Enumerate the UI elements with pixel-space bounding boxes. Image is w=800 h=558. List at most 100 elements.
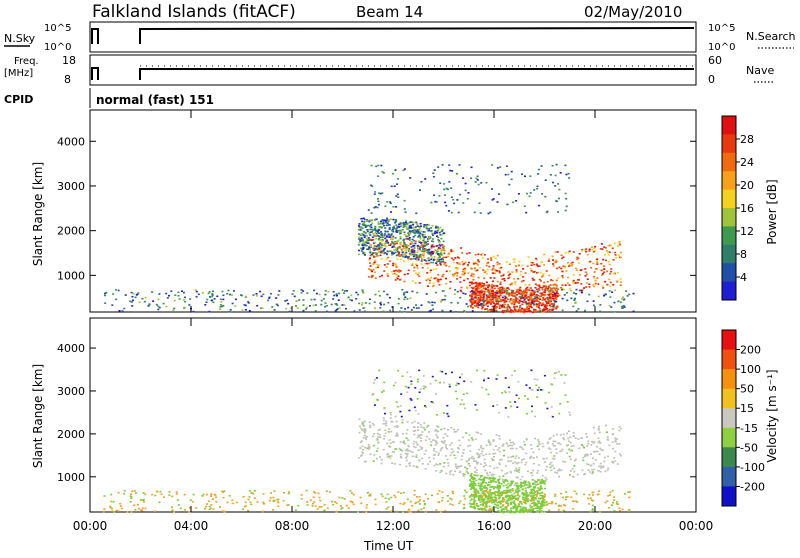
velocity-cell xyxy=(487,494,490,496)
velocity-cell xyxy=(403,502,406,504)
power-cell xyxy=(574,282,577,284)
power-cell xyxy=(360,217,363,220)
velocity-cell xyxy=(454,470,456,472)
velocity-cell xyxy=(497,485,500,488)
velocity-cell xyxy=(361,445,364,448)
velocity-upper-cell xyxy=(459,403,462,406)
power-cell xyxy=(481,303,484,306)
velocity-upper-cell xyxy=(564,394,567,396)
velocity-cell xyxy=(495,434,498,436)
power-cell xyxy=(596,261,599,263)
velocity-cell xyxy=(603,460,606,463)
velocity-cell xyxy=(515,508,518,510)
power-cell xyxy=(416,225,419,227)
velocity-cell xyxy=(606,500,609,502)
power-cell xyxy=(437,241,440,243)
power-cell xyxy=(484,287,487,290)
velocity-cell xyxy=(365,435,368,438)
velocity-cell xyxy=(513,443,516,446)
velocity-cell xyxy=(585,433,588,435)
power-cell xyxy=(368,228,371,231)
power-cell xyxy=(394,221,397,224)
power-cell xyxy=(509,273,512,275)
power-cell xyxy=(567,276,569,279)
velocity-cell xyxy=(390,455,393,457)
power-cell xyxy=(558,266,561,269)
power-cell xyxy=(581,248,584,251)
power-cell xyxy=(397,253,400,255)
power-cell xyxy=(268,296,271,299)
velocity-cell xyxy=(365,510,368,513)
velocity-cell xyxy=(513,484,516,486)
velocity-cell xyxy=(495,506,498,509)
velocity-cell xyxy=(435,442,438,445)
velocity-cell xyxy=(469,488,472,490)
velocity-cell xyxy=(442,442,445,444)
power-cell xyxy=(373,249,376,251)
power-cell xyxy=(435,231,438,233)
power-cell xyxy=(362,251,365,254)
power-cell xyxy=(314,310,317,312)
power-cell xyxy=(423,225,425,228)
velocity-cell xyxy=(318,506,321,508)
velocity-cell xyxy=(525,495,528,498)
power-cell xyxy=(548,308,551,311)
velocity-cell xyxy=(498,494,501,497)
velocity-upper-cell xyxy=(408,409,411,412)
velocity-cell xyxy=(598,440,601,442)
power-cell xyxy=(628,293,631,296)
velocity-upper-cell xyxy=(517,380,520,383)
velocity-cell xyxy=(492,508,494,511)
velocity-cell xyxy=(582,445,585,447)
power-cell xyxy=(400,254,403,257)
power-cell xyxy=(425,244,428,246)
power-cell xyxy=(118,310,121,312)
power-cell xyxy=(496,301,499,304)
velocity-cell xyxy=(532,497,535,500)
power-cell xyxy=(519,309,522,311)
power-cell xyxy=(601,285,604,288)
velocity-cell xyxy=(402,503,405,506)
velocity-cell xyxy=(607,495,610,497)
power-cell xyxy=(385,266,388,268)
power-cell xyxy=(616,272,619,274)
power-cell xyxy=(472,301,475,303)
power-cell xyxy=(394,243,397,245)
power-upper-cell xyxy=(557,211,559,213)
velocity-cell xyxy=(273,490,276,492)
power-cell xyxy=(403,292,405,294)
power-cell xyxy=(431,238,434,240)
power-upper-cell xyxy=(492,198,495,200)
velocity-cell xyxy=(472,457,475,460)
power-upper-cell xyxy=(485,181,488,184)
velocity-cell xyxy=(507,504,510,507)
power-cell xyxy=(465,303,468,305)
velocity-cell xyxy=(489,489,492,491)
power-cell xyxy=(184,300,187,303)
power-cell xyxy=(417,231,420,233)
power-cell xyxy=(388,296,391,299)
velocity-upper-cell xyxy=(399,405,402,407)
velocity-cell xyxy=(130,510,133,513)
velocity-cell xyxy=(600,449,603,451)
velocity-cell xyxy=(576,473,579,476)
velocity-cell xyxy=(112,500,115,503)
velocity-cell xyxy=(420,434,423,436)
power-cell xyxy=(541,294,544,296)
velocity-cell xyxy=(485,487,488,489)
velocity-cell xyxy=(476,463,479,465)
power-cell xyxy=(429,271,432,273)
power-cell xyxy=(466,252,469,255)
velocity-cell xyxy=(459,500,462,503)
velocity-upper-cell xyxy=(563,382,566,384)
velocity-cell xyxy=(524,489,527,492)
power-upper-cell xyxy=(564,192,567,195)
power-upper-cell xyxy=(448,164,451,166)
power-cell xyxy=(334,303,337,305)
velocity-cell xyxy=(492,486,495,488)
velocity-cell xyxy=(498,492,501,495)
power-cell xyxy=(386,273,389,275)
velocity-upper-cell xyxy=(401,375,404,377)
power-cell xyxy=(461,260,464,263)
power-cell xyxy=(407,248,410,251)
